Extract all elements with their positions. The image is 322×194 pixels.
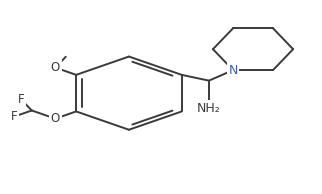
Text: F: F <box>10 110 17 123</box>
Text: O: O <box>51 61 60 74</box>
Text: N: N <box>228 63 238 77</box>
Text: O: O <box>51 112 60 125</box>
Text: N: N <box>228 63 238 77</box>
Text: F: F <box>10 110 17 123</box>
Text: F: F <box>18 93 25 106</box>
Text: O: O <box>51 61 60 74</box>
Text: O: O <box>51 112 60 125</box>
Text: NH₂: NH₂ <box>197 102 221 115</box>
Text: F: F <box>18 93 25 106</box>
Text: NH₂: NH₂ <box>197 102 221 115</box>
